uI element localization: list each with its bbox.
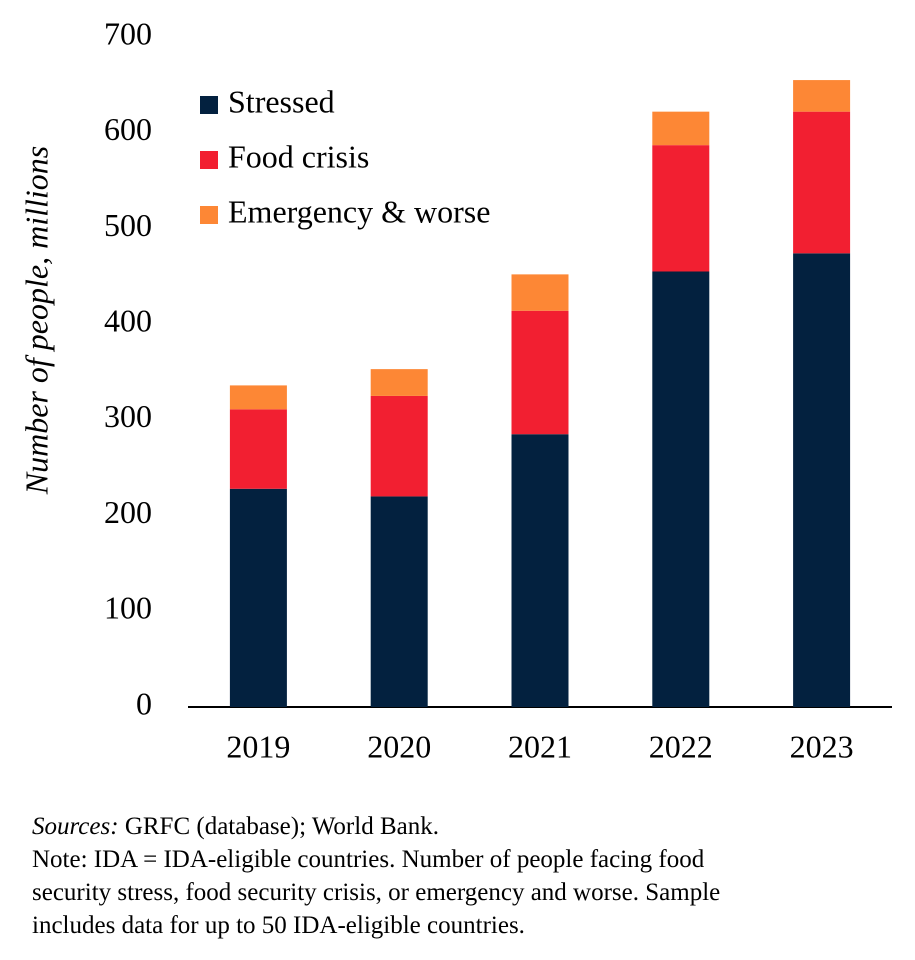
legend-swatch (200, 96, 218, 114)
legend-swatch (200, 151, 218, 169)
bar-segment (652, 111, 710, 146)
bar-segment (652, 145, 710, 272)
legend-label: Emergency & worse (228, 193, 490, 229)
sources-text: GRFC (database); World Bank. (125, 813, 439, 840)
bar-segment (511, 434, 569, 707)
bar-segment (652, 271, 710, 707)
legend-swatch (200, 206, 218, 224)
legend-label: Stressed (228, 83, 335, 119)
y-tick-label: 0 (136, 685, 152, 721)
footnote-note-line: security stress, food security crisis, o… (32, 879, 720, 906)
y-tick-label: 400 (104, 302, 152, 338)
y-tick-label: 100 (104, 590, 152, 626)
bar-segment (793, 253, 851, 708)
bar-segment (370, 369, 428, 396)
y-axis-label: Number of people, millions (18, 146, 54, 495)
x-tick-label: 2019 (226, 728, 290, 764)
x-tick-label: 2023 (790, 728, 854, 764)
bar-segment (793, 80, 851, 112)
y-tick-label: 300 (104, 398, 152, 434)
bar-segment (793, 111, 851, 254)
bar-segment (229, 385, 287, 410)
x-tick-label: 2021 (508, 728, 572, 764)
x-tick-label: 2022 (649, 728, 713, 764)
bar-segment (370, 496, 428, 707)
footnote-note-line: Note: IDA = IDA-eligible countries. Numb… (32, 846, 705, 873)
y-tick-label: 700 (104, 15, 152, 51)
bar-segment (229, 409, 287, 489)
legend-label: Food crisis (228, 138, 369, 174)
footnote-sources: Sources: GRFC (database); World Bank. (32, 813, 439, 840)
x-tick-label: 2020 (367, 728, 431, 764)
footnote-note-line: includes data for up to 50 IDA-eligible … (32, 912, 525, 939)
y-tick-label: 500 (104, 207, 152, 243)
bar-segment (511, 274, 569, 311)
y-tick-label: 200 (104, 494, 152, 530)
bar-segment (370, 395, 428, 497)
bar-segment (229, 488, 287, 707)
sources-label: Sources: (32, 813, 119, 840)
bar-segment (511, 310, 569, 435)
y-tick-label: 600 (104, 111, 152, 147)
